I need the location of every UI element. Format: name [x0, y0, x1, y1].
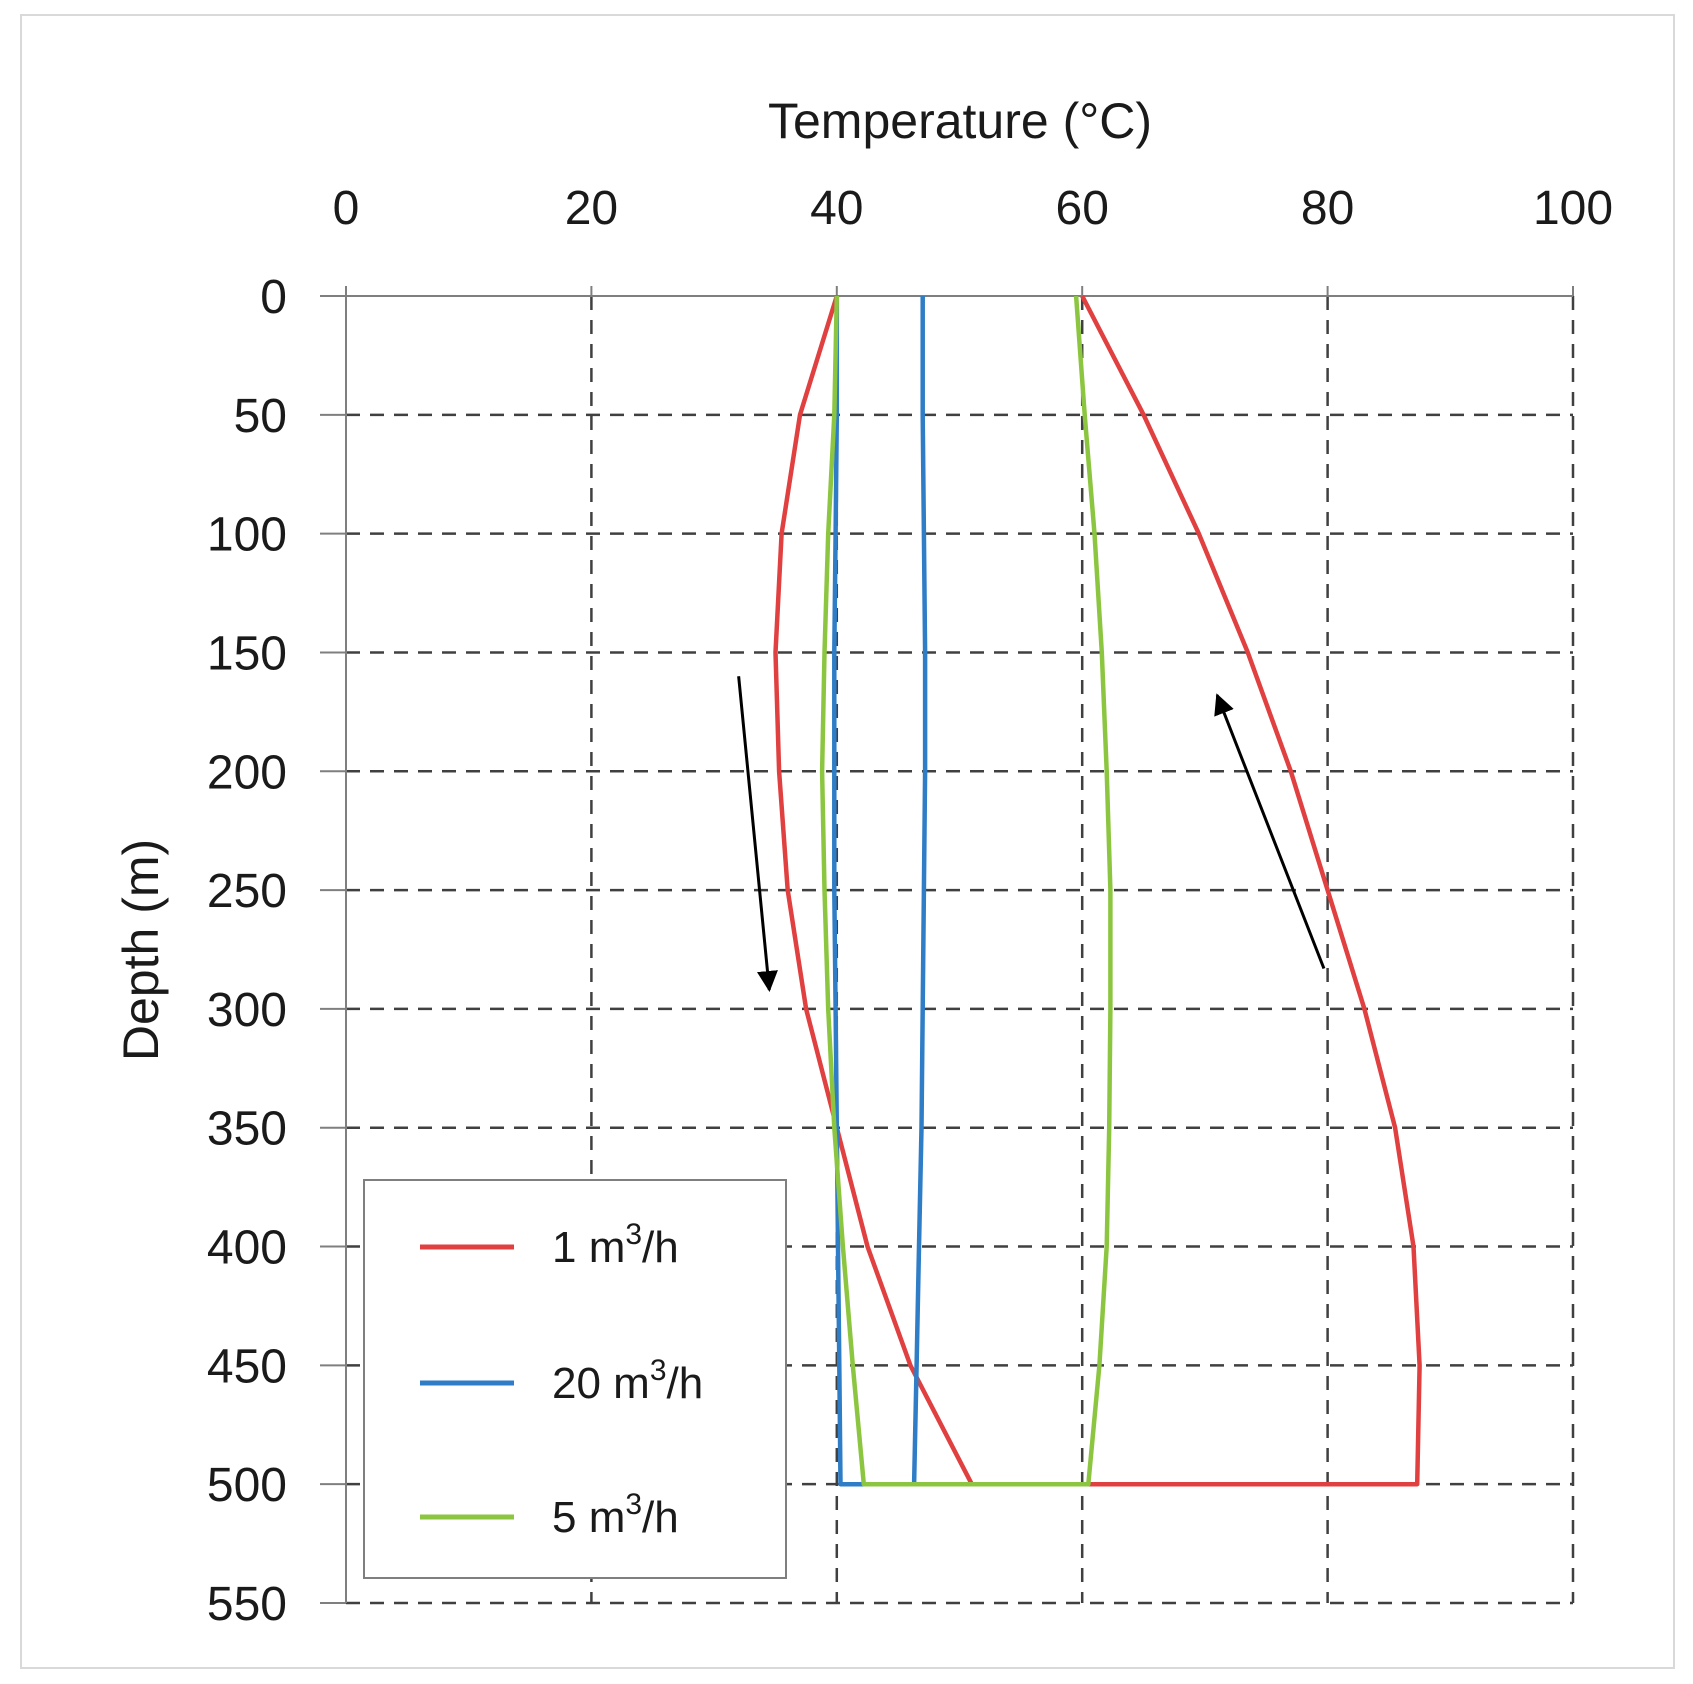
x-tick-label-40: 40	[810, 182, 863, 235]
x-tick-label-80: 80	[1301, 182, 1354, 235]
y-tick-label-400: 400	[207, 1222, 287, 1275]
y-axis-title: Depth (m)	[113, 839, 169, 1061]
series-line-3	[819, 295, 1113, 1487]
legend-label-2: 20 m3/h	[552, 1354, 703, 1408]
y-tick-label-50: 50	[234, 390, 287, 443]
x-tick-label-0: 0	[333, 182, 360, 235]
x-tick-labels: 0 20 40 60 80 100	[333, 182, 1613, 235]
y-tick-label-500: 500	[207, 1459, 287, 1512]
y-tick-labels: 0 50 100 150 200 250 300 350 400 450 500 550	[207, 271, 287, 1631]
y-tick-label-0: 0	[260, 271, 287, 324]
y-tick-label-300: 300	[207, 984, 287, 1037]
x-tick-label-20: 20	[565, 182, 618, 235]
legend-label-3: 5 m3/h	[552, 1488, 679, 1542]
legend-label-1: 1 m3/h	[552, 1218, 679, 1272]
y-tick-label-350: 350	[207, 1103, 287, 1156]
flow-arrow-up	[1214, 693, 1326, 970]
y-tick-label-150: 150	[207, 627, 287, 680]
chart-frame	[20, 14, 1675, 1669]
x-axis-title: Temperature (°C)	[768, 93, 1152, 149]
series-line-1	[773, 294, 1422, 1487]
flow-arrow-down	[737, 676, 778, 992]
series-layer	[773, 294, 1422, 1487]
axes	[320, 286, 1574, 1604]
y-tick-label-450: 450	[207, 1340, 287, 1393]
x-tick-label-100: 100	[1533, 182, 1613, 235]
x-tick-label-60: 60	[1056, 182, 1109, 235]
flow-arrows	[737, 676, 1326, 992]
y-tick-label-550: 550	[207, 1578, 287, 1631]
y-tick-label-100: 100	[207, 509, 287, 562]
y-tick-label-250: 250	[207, 865, 287, 918]
legend: 1 m3/h 20 m3/h 5 m3/h	[363, 1179, 787, 1579]
y-tick-label-200: 200	[207, 746, 287, 799]
